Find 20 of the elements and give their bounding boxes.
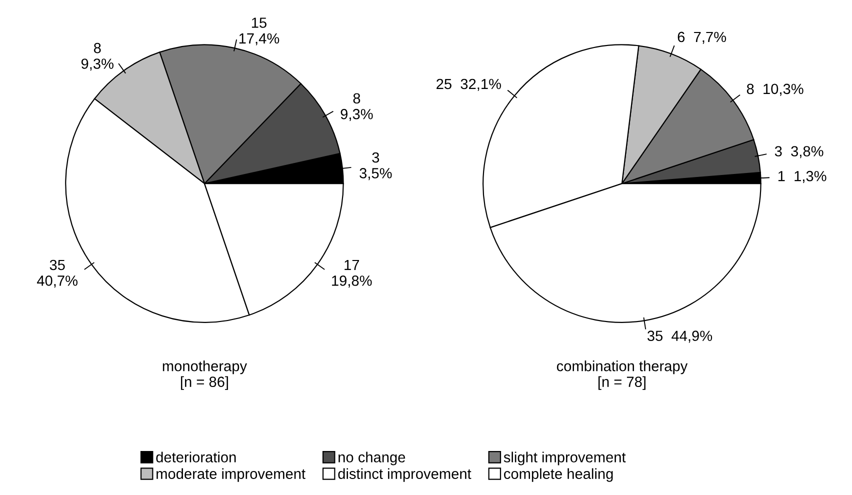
data-label: 15 17,4% (239, 18, 280, 46)
data-label: 25 32,1% (436, 78, 501, 91)
legend-label: moderate improvement (156, 468, 306, 482)
data-label: 35 44,9% (647, 330, 712, 343)
data-label: 3 3,8% (774, 146, 824, 158)
data-label: 3 3,5% (360, 152, 392, 180)
legend-label: deterioration (156, 452, 236, 462)
legend-label: complete healing (504, 468, 613, 482)
text: combination therapy [n = 78] (556, 360, 688, 390)
data-label: 8 9,3% (81, 42, 114, 71)
legend-label: distinct improvement (338, 468, 472, 482)
data-label: 35 40,7% (36, 260, 78, 288)
data-label: 8 10,3% (746, 84, 804, 96)
legend-label: slight improvement (504, 452, 626, 466)
data-label: 1 1,3% (778, 170, 826, 183)
data-label: 17 19,8% (332, 260, 372, 288)
text: monotherapy [n = 86] (162, 360, 248, 390)
data-label: 8 9,3% (340, 93, 373, 121)
legend-label: no change (338, 452, 406, 466)
data-label: 6 7,7% (678, 32, 726, 44)
